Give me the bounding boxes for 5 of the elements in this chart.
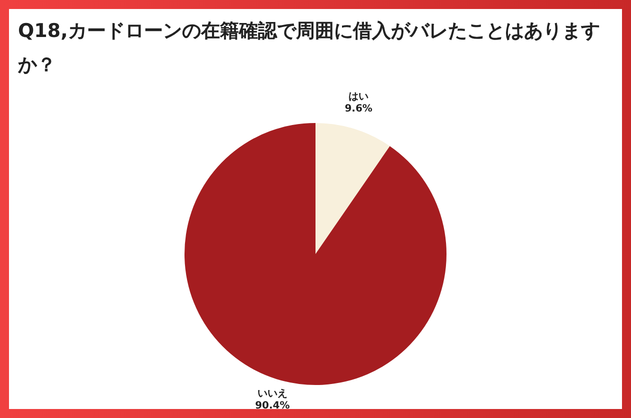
slice-label: はい [348, 92, 369, 103]
data-label: 9.6% [344, 104, 372, 115]
slice-label: いいえ [257, 388, 288, 400]
chart-title: Q18,カードローンの在籍確認で周囲に借入がバレたことはありますか？ [18, 19, 601, 78]
data-label: 90.4% [255, 400, 290, 412]
